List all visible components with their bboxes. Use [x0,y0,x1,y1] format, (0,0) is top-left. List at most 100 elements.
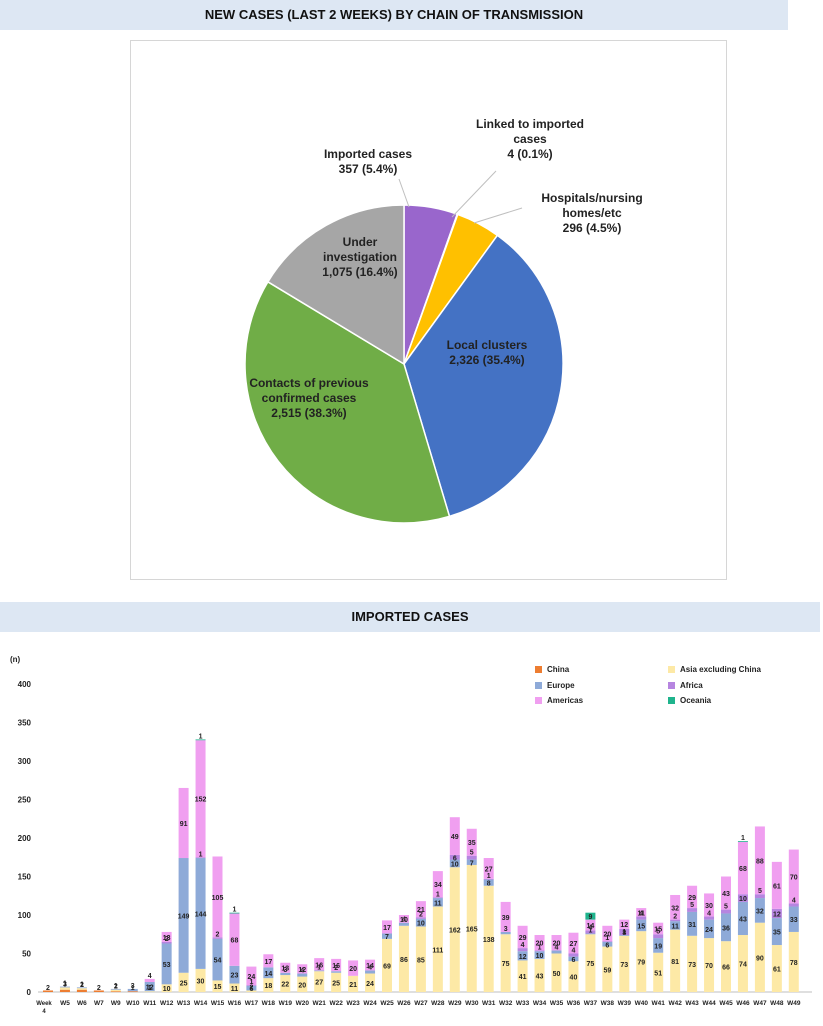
legend-label-oceania: Oceania [680,696,712,705]
data-label-americas-13: 17 [264,959,272,966]
x-tick-label: W36 [567,1000,581,1007]
data-label-europe-24: 10 [451,861,459,868]
bar-americas-17 [331,958,342,972]
pie-slice-contacts [244,280,451,524]
data-label-asia-15: 20 [298,982,306,989]
bar-americas-14 [280,962,291,973]
bar-asia-12 [246,990,257,992]
bar-americas-40 [721,876,731,910]
bar-europe-21 [398,922,409,926]
bar-asia-10 [212,980,223,992]
data-label-europe-7: 53 [163,962,171,969]
data-label-europe-30: 4 [555,944,559,951]
pie-label-imported: Imported cases 357 (5.4%) [324,147,412,176]
data-label-asia-0: 2 [46,985,50,992]
y-axis-label: (n) [10,655,21,664]
legend-label-asia: Asia excluding China [680,665,761,674]
data-label-africa-28: 4 [521,942,525,949]
data-label-asia-8: 25 [180,980,188,987]
bar-africa-37 [670,919,681,922]
data-label-oceania-41: 1 [741,835,745,842]
bar-africa-42 [754,894,765,899]
bar-europe-35 [636,919,647,932]
bar-asia-37 [670,929,681,992]
data-label-europe-9: 144 [195,911,207,918]
bar-africa-25 [466,855,477,860]
data-label-americas-33: 20 [603,931,611,938]
bar-europe-40 [721,913,731,942]
bar-europe-25 [466,859,477,865]
data-label-oceania-32: 9 [588,914,592,921]
bar-asia-8 [178,972,189,992]
bar-europe-43 [771,918,782,946]
x-tick-label: W21 [313,1000,327,1007]
bar-americas-33 [602,925,613,942]
pie-label-line: Contacts of previous [249,376,369,390]
bar-europe-19 [365,970,376,974]
x-tick-label: W14 [194,1000,208,1007]
x-tick-label: W13 [177,1000,191,1007]
bar-americas-32 [585,919,596,931]
pie-leader-line-imported [398,178,410,208]
bar-americas-29 [534,935,545,951]
bar-americas-39 [704,893,715,917]
bar-americas-31 [568,932,579,954]
data-label-americas-24: 49 [451,834,459,841]
bar-asia-24 [449,867,460,992]
bar-americas-30 [551,935,562,951]
bar-asia-15 [297,976,308,992]
bar-africa-7 [161,941,172,944]
data-label-asia-2: 2 [80,982,84,989]
pie-chart-title: NEW CASES (LAST 2 WEEKS) BY CHAIN OF TRA… [0,0,788,30]
data-label-africa-24: 6 [453,855,457,862]
data-label-europe-33: 6 [605,942,609,949]
data-label-asia-27: 75 [502,961,510,968]
data-label-americas-34: 12 [620,922,628,929]
bar-europe-20 [382,933,392,939]
data-label-europe-6: 12 [146,985,154,992]
data-label-americas-16: 16 [315,962,323,969]
x-tick-label: W34 [533,1000,547,1007]
data-label-europe-36: 19 [654,943,662,950]
data-label-africa-9: 1 [199,851,203,858]
bar-americas-34 [619,919,630,929]
pie-slice-under [266,204,405,366]
data-label-asia-44: 78 [790,960,798,967]
data-label-asia-9: 30 [197,978,205,985]
data-label-europe-4: 1 [114,983,118,990]
data-label-asia-42: 90 [756,955,764,962]
bar-americas-16 [314,958,325,971]
bar-europe-22 [415,918,426,927]
bar-europe-10 [212,938,223,981]
bar-asia-25 [466,864,477,992]
x-tick-label: W30 [465,1000,479,1007]
data-label-europe-21: 4 [402,917,406,924]
bar-china-0 [43,990,53,992]
x-tick-label: W43 [685,1000,699,1007]
bar-asia-13 [263,978,274,992]
legend-swatch-africa [668,682,675,689]
bar-africa-29 [534,950,545,952]
data-label-asia-11: 11 [231,986,239,993]
bar-asia-9 [195,968,206,992]
bar-oceania-9 [195,739,206,741]
data-label-americas-40: 43 [722,891,730,898]
x-tick-label: W6 [77,1000,87,1007]
bar-asia-31 [568,961,579,992]
bar-americas-25 [466,828,477,856]
bar-africa-28 [517,948,528,952]
data-label-europe-37: 11 [671,923,679,930]
bar-africa-34 [619,928,630,936]
bar-americas-12 [246,966,257,986]
data-label-asia-13: 18 [264,983,272,990]
bar-americas-37 [670,894,681,920]
data-label-africa-44: 4 [792,897,796,904]
data-label-asia-29: 43 [536,973,544,980]
data-label-europe-35: 15 [637,923,645,930]
bar-asia-14 [280,975,291,992]
bar-americas-38 [687,885,698,909]
y-tick-label: 350 [18,719,32,728]
pie-label-under: Under investigation 1,075 (16.4%) [322,235,397,279]
x-tick-label: W42 [668,1000,682,1007]
pie-label-line: 357 (5.4%) [339,162,398,176]
